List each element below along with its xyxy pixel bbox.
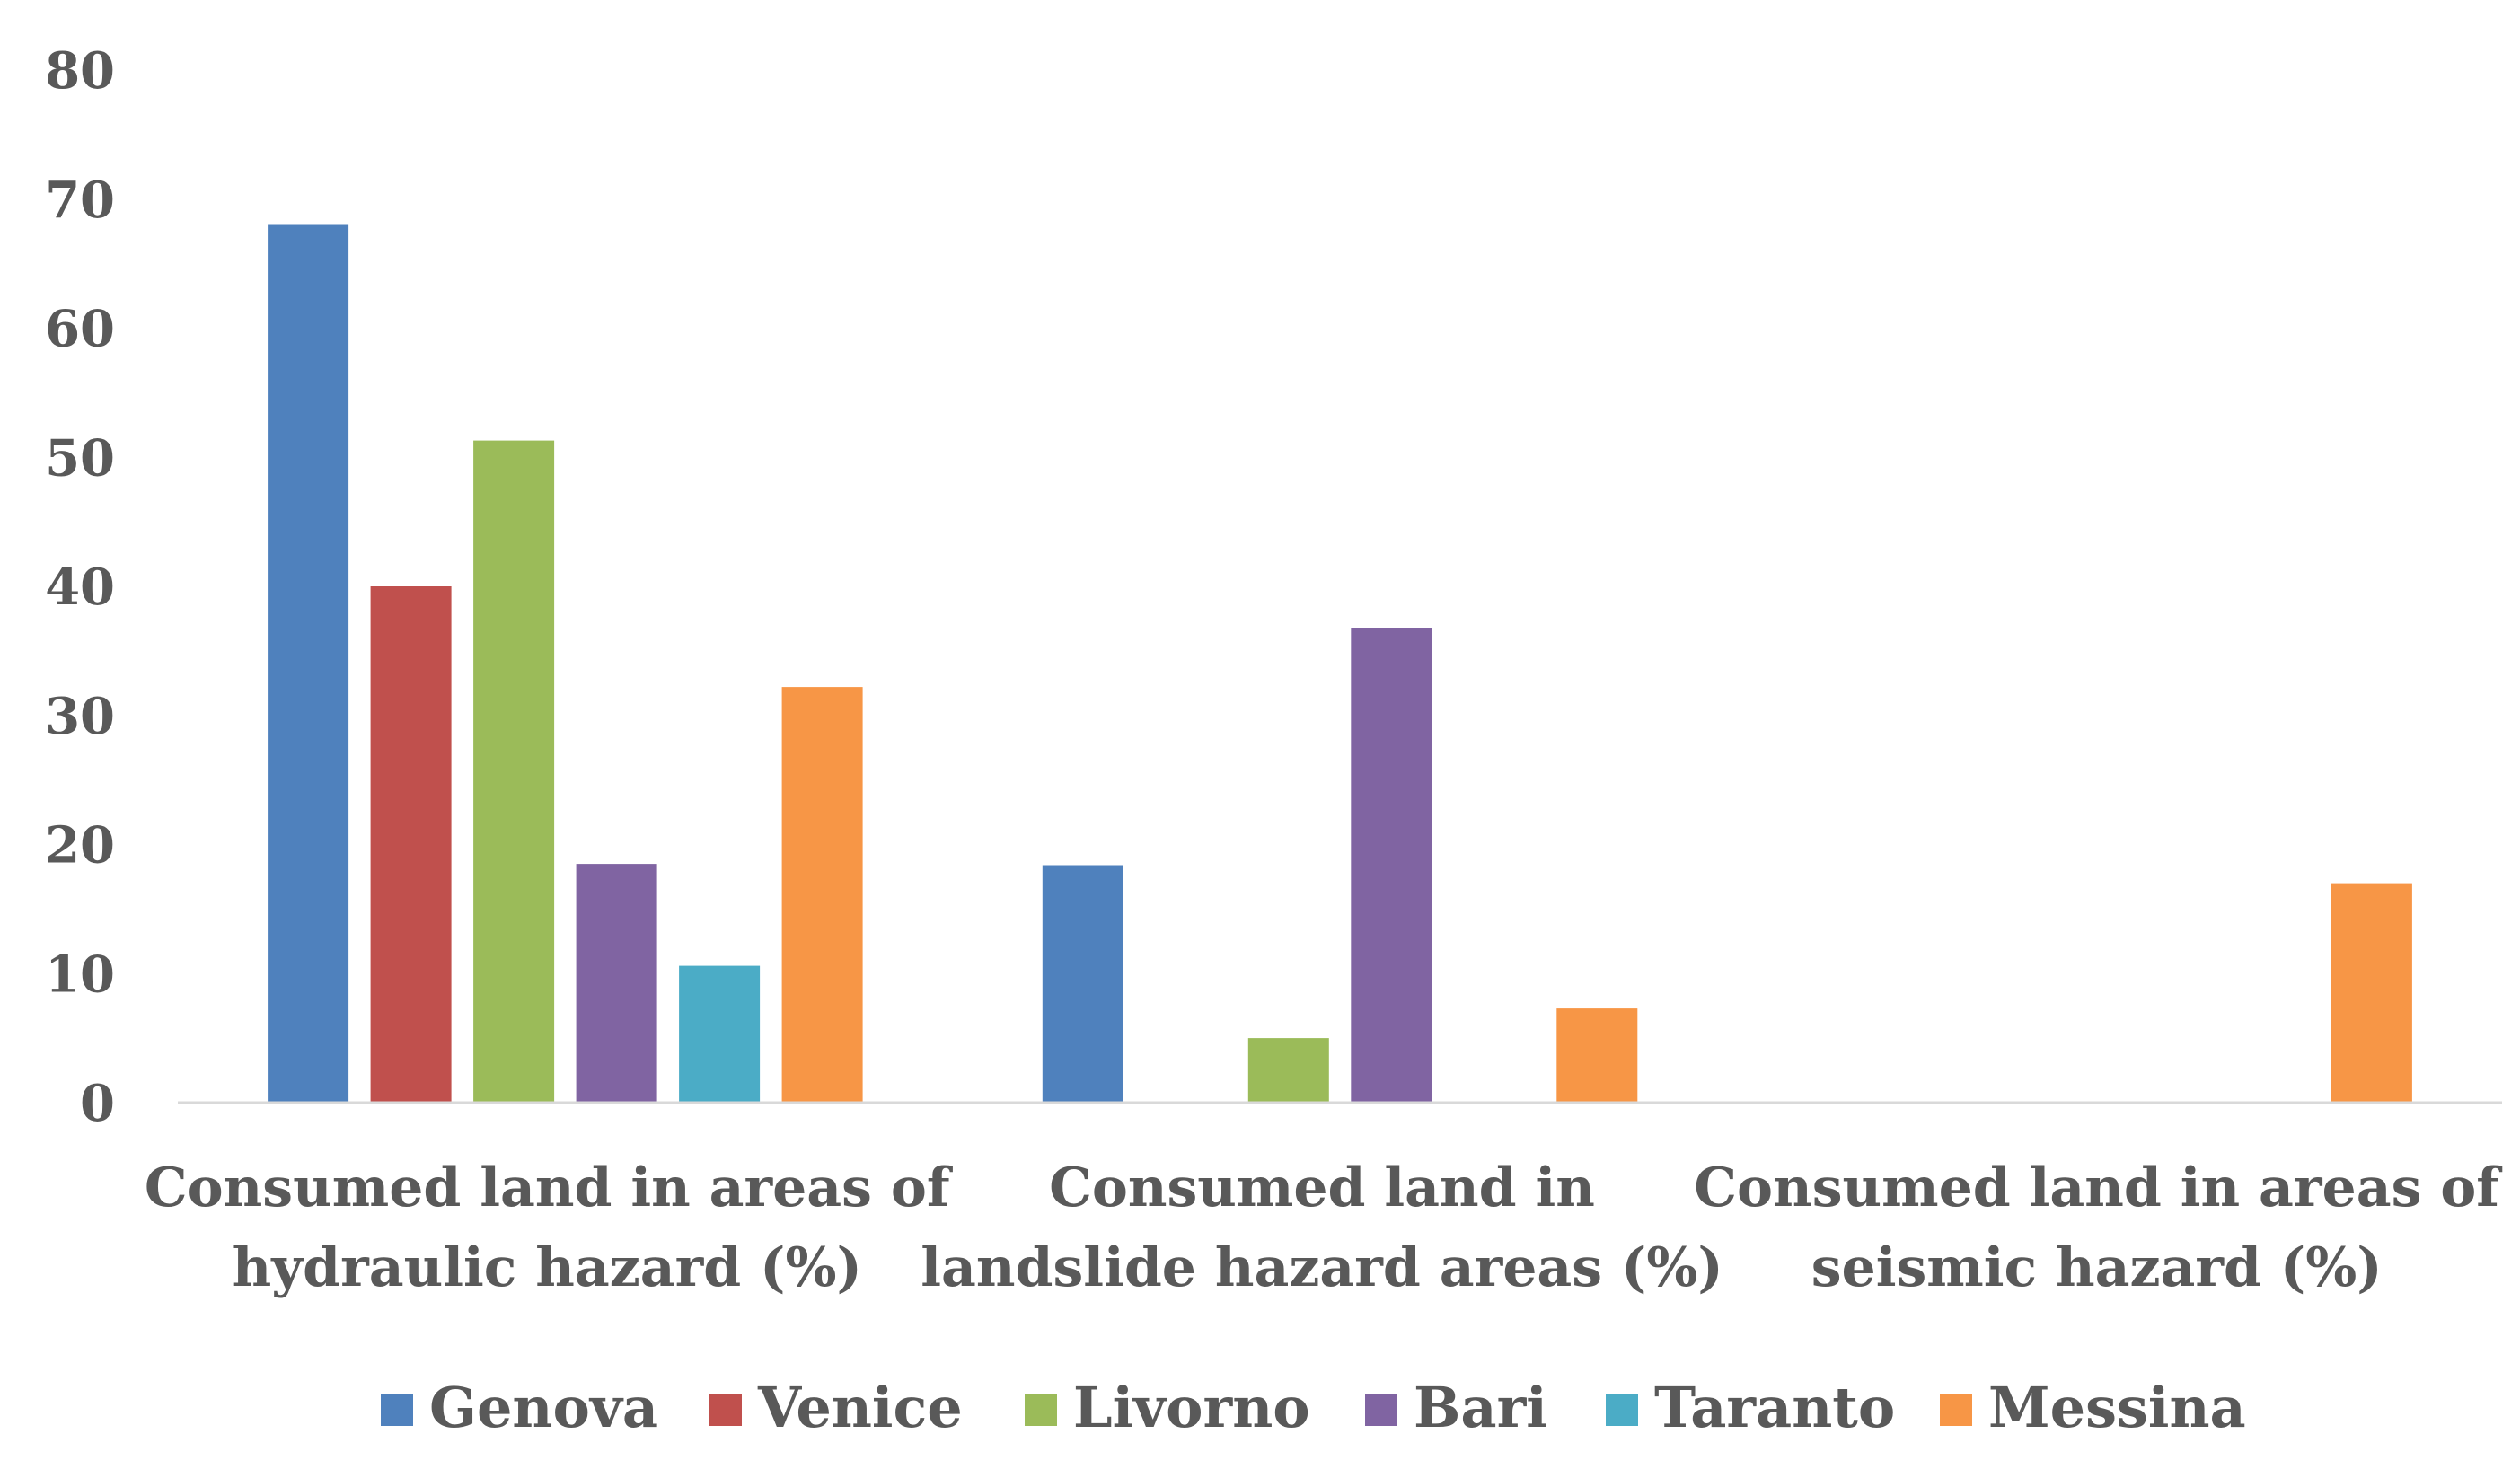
bar-taranto: [679, 965, 761, 1103]
y-tick-label: 0: [80, 1074, 115, 1133]
category-label: landslide hazard areas (%): [921, 1236, 1723, 1299]
legend-item-livorno: Livorno: [1025, 1375, 1310, 1440]
y-tick-label: 40: [45, 558, 115, 617]
legend-swatch: [381, 1394, 413, 1426]
bar-bari: [576, 864, 657, 1103]
legend-label: Bari: [1414, 1375, 1547, 1440]
legend-swatch: [1025, 1394, 1057, 1426]
legend-swatch: [1940, 1394, 1972, 1426]
y-tick-label: 10: [45, 945, 115, 1004]
y-tick-label: 20: [45, 816, 115, 875]
category-labels: Consumed land in areas of hydraulic hazar…: [145, 1157, 2503, 1299]
bar-bari: [1351, 628, 1432, 1103]
bar-messina: [1556, 1008, 1638, 1103]
legend-swatch: [1606, 1394, 1638, 1426]
legend-label: Taranto: [1654, 1375, 1895, 1440]
y-tick-label: 50: [45, 428, 115, 488]
bar-messina: [2331, 883, 2412, 1103]
y-tick-label: 70: [45, 171, 115, 230]
legend-label: Venice: [757, 1375, 963, 1440]
bar-livorno: [1247, 1038, 1329, 1103]
bar-venice: [370, 586, 452, 1103]
legend-item-venice: Venice: [709, 1375, 963, 1440]
legend-label: Genova: [429, 1375, 658, 1440]
y-axis-ticks: 0 10 20 30 40 50 60 70 80: [45, 41, 115, 1133]
legend-item-taranto: Taranto: [1606, 1375, 1895, 1440]
legend: Genova Venice Livorno Bari Taranto Messina: [381, 1375, 2246, 1440]
legend-item-genova: Genova: [381, 1375, 658, 1440]
legend-item-bari: Bari: [1365, 1375, 1547, 1440]
category-label: Consumed land in: [1049, 1157, 1595, 1219]
legend-label: Livorno: [1073, 1375, 1310, 1440]
category-label: Consumed land in areas of: [1694, 1157, 2503, 1219]
bar-genova: [268, 224, 349, 1103]
bar-livorno: [473, 440, 555, 1104]
y-tick-label: 60: [45, 300, 115, 359]
legend-swatch: [1365, 1394, 1397, 1426]
y-tick-label: 30: [45, 687, 115, 746]
legend-swatch: [709, 1394, 742, 1426]
category-label: hydraulic hazard (%): [233, 1236, 862, 1299]
bars: [268, 224, 2412, 1104]
y-tick-label: 80: [45, 41, 115, 101]
legend-item-messina: Messina: [1940, 1375, 2246, 1440]
legend-label: Messina: [1988, 1375, 2246, 1440]
bar-genova: [1042, 865, 1123, 1103]
category-label: seismic hazard (%): [1811, 1236, 2383, 1299]
bar-messina: [781, 687, 863, 1103]
category-label: Consumed land in areas of: [145, 1157, 954, 1219]
